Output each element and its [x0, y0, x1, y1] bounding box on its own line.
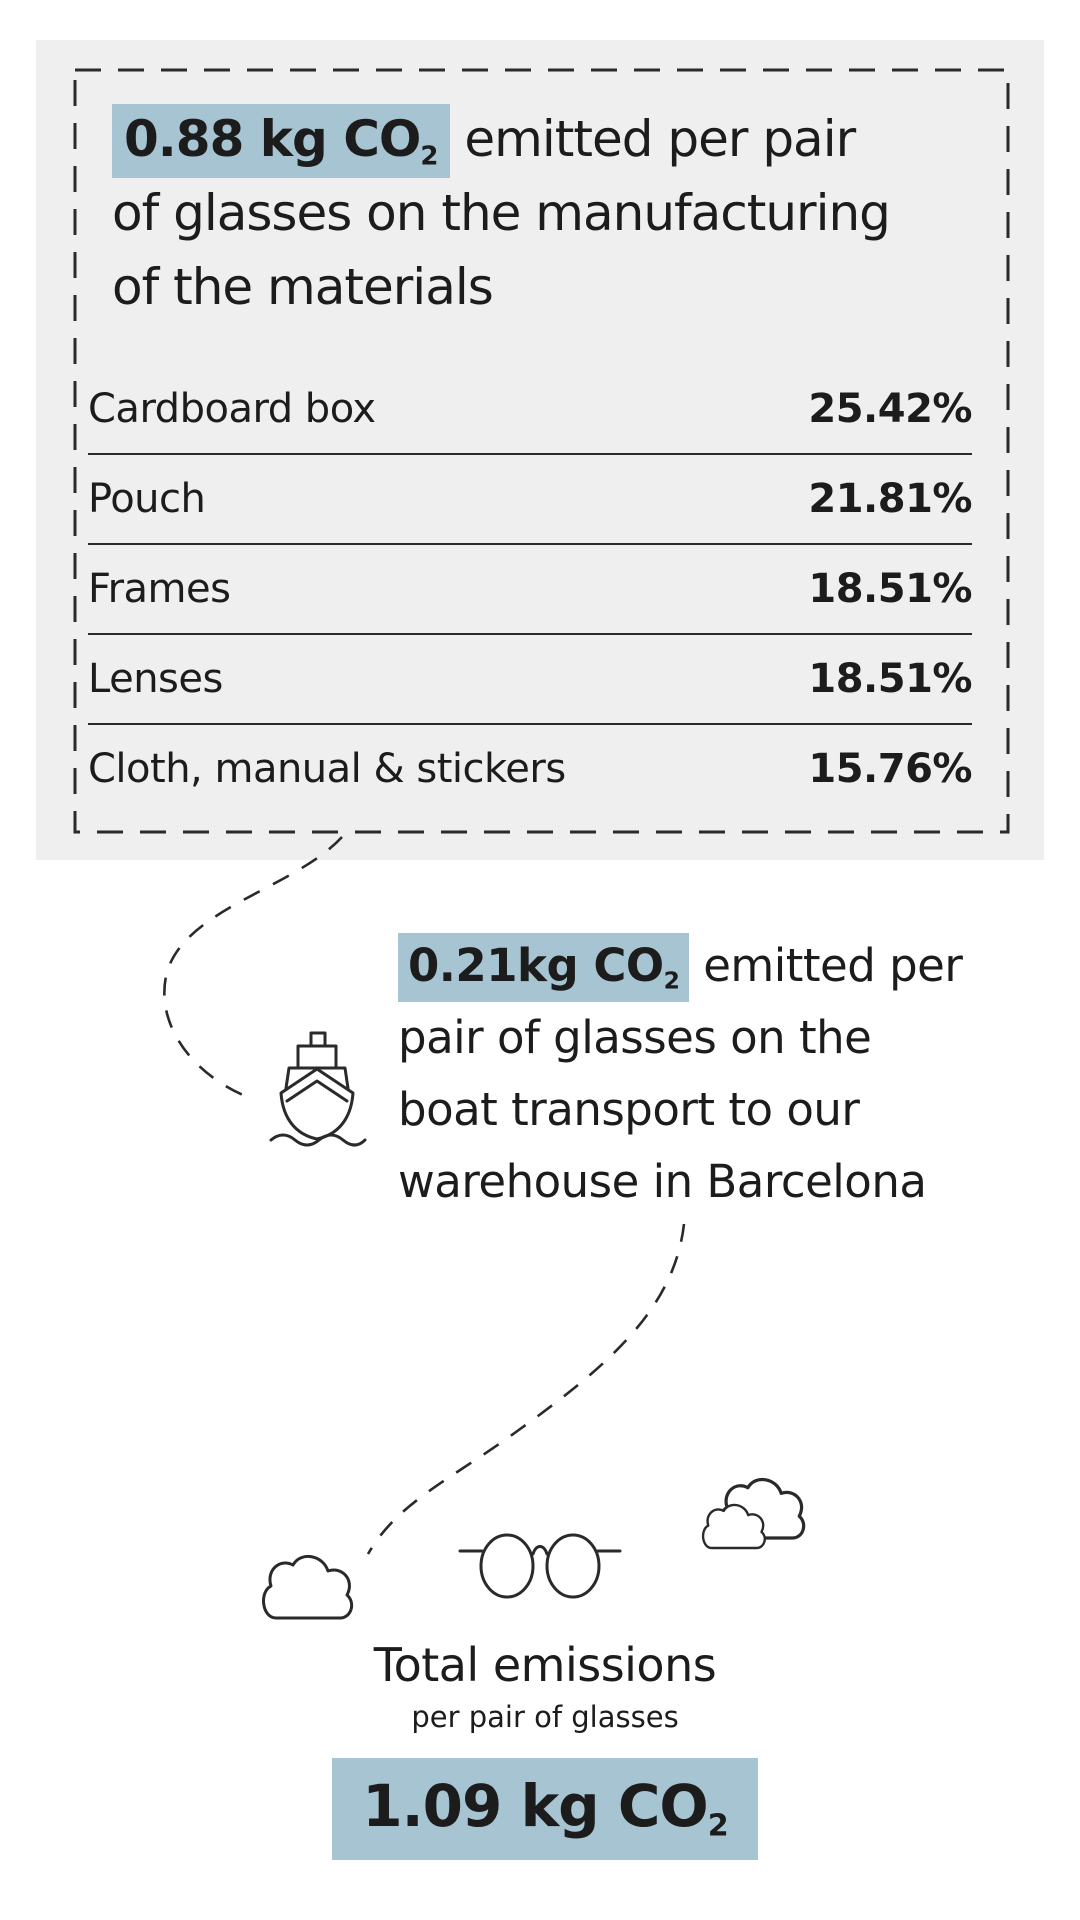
co2-highlight-manufacturing: 0.88 kg CO2 [112, 104, 450, 178]
row-label: Lenses [88, 656, 223, 702]
glasses-icon [458, 1533, 622, 1599]
total-emissions-subtitle: per pair of glasses [411, 1700, 679, 1734]
table-row: Lenses 18.51% [88, 635, 972, 725]
cloud-left-icon [262, 1555, 354, 1620]
connector-card-to-boat [163, 836, 343, 1100]
row-label: Pouch [88, 476, 206, 522]
table-row: Cardboard box 25.42% [88, 365, 972, 455]
transport-line-1: 0.21kg CO2 emitted per [398, 930, 963, 1002]
heading-line-3: of the materials [112, 258, 494, 316]
heading-line-1: 0.88 kg CO2 emitted per pair [112, 102, 890, 178]
materials-table: Cardboard box 25.42% Pouch 21.81% Frames… [88, 365, 972, 813]
manufacturing-card: 0.88 kg CO2 emitted per pair of glasses … [36, 40, 1044, 860]
manufacturing-heading: 0.88 kg CO2 emitted per pair of glasses … [112, 102, 891, 324]
table-row: Frames 18.51% [88, 545, 972, 635]
heading-line-2: of glasses on the manufacturing [112, 184, 891, 242]
table-row: Cloth, manual & stickers 15.76% [88, 725, 972, 813]
row-value: 21.81% [808, 476, 972, 522]
connector-note-to-total [366, 1223, 686, 1555]
row-value: 18.51% [808, 656, 972, 702]
transport-line-2: pair of glasses on the [398, 1011, 872, 1064]
total-emissions-title: Total emissions [373, 1638, 717, 1692]
double-cloud-icon [701, 1477, 806, 1550]
row-value: 25.42% [808, 386, 972, 432]
row-label: Cardboard box [88, 386, 376, 432]
total-emissions-value: 1.09 kg CO2 [332, 1758, 758, 1860]
co2-highlight-transport: 0.21kg CO2 [398, 933, 690, 1002]
row-value: 18.51% [808, 566, 972, 612]
row-label: Cloth, manual & stickers [88, 746, 566, 792]
table-row: Pouch 21.81% [88, 455, 972, 545]
transport-note: 0.21kg CO2 emitted per pair of glasses o… [398, 930, 963, 1218]
row-value: 15.76% [808, 746, 972, 792]
transport-line-4: warehouse in Barcelona [398, 1155, 927, 1208]
boat-icon [269, 1031, 367, 1147]
transport-line-3: boat transport to our [398, 1083, 860, 1136]
row-label: Frames [88, 566, 231, 612]
total-emissions-block: Total emissions per pair of glasses 1.09… [0, 1638, 1080, 1860]
